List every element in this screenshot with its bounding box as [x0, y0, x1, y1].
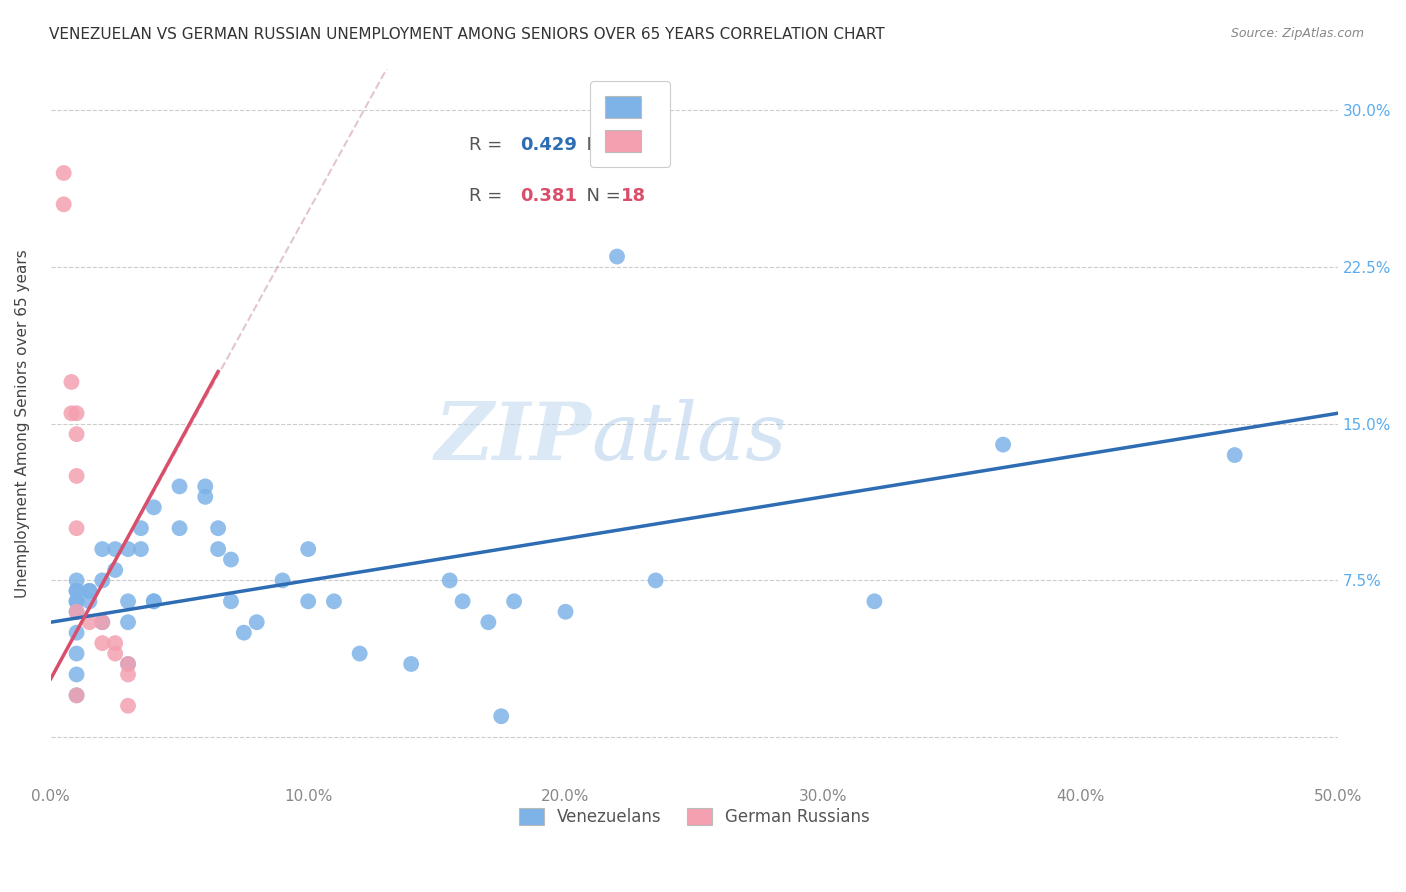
Point	[65, 689, 87, 703]
Text: N =: N =	[575, 187, 626, 205]
Point	[554, 605, 576, 619]
Point	[65, 667, 87, 681]
Point	[349, 647, 371, 661]
Point	[91, 636, 114, 650]
Point	[297, 594, 319, 608]
Point	[79, 615, 101, 630]
Point	[65, 574, 87, 588]
Text: R =: R =	[470, 187, 508, 205]
Point	[104, 542, 127, 557]
Point	[246, 615, 269, 630]
Point	[65, 625, 87, 640]
Point	[991, 437, 1014, 451]
Point	[142, 500, 165, 515]
Text: 0.429: 0.429	[520, 136, 578, 154]
Text: N =: N =	[575, 136, 626, 154]
Legend: Venezuelans, German Russians: Venezuelans, German Russians	[510, 800, 879, 835]
Point	[117, 657, 139, 671]
Point	[60, 406, 83, 420]
Text: atlas: atlas	[592, 400, 787, 476]
Point	[477, 615, 499, 630]
Point	[644, 574, 666, 588]
Point	[79, 583, 101, 598]
Point	[232, 625, 254, 640]
Point	[863, 594, 886, 608]
Point	[65, 605, 87, 619]
Point	[142, 594, 165, 608]
Y-axis label: Unemployment Among Seniors over 65 years: Unemployment Among Seniors over 65 years	[15, 250, 30, 599]
Point	[219, 594, 242, 608]
Point	[297, 542, 319, 557]
Point	[117, 594, 139, 608]
Point	[399, 657, 422, 671]
Point	[1223, 448, 1246, 462]
Text: Source: ZipAtlas.com: Source: ZipAtlas.com	[1230, 27, 1364, 40]
Point	[79, 594, 101, 608]
Text: VENEZUELAN VS GERMAN RUSSIAN UNEMPLOYMENT AMONG SENIORS OVER 65 YEARS CORRELATIO: VENEZUELAN VS GERMAN RUSSIAN UNEMPLOYMEN…	[49, 27, 884, 42]
Point	[169, 521, 191, 535]
Point	[489, 709, 512, 723]
Text: 54: 54	[621, 136, 645, 154]
Point	[439, 574, 461, 588]
Point	[219, 552, 242, 566]
Point	[169, 479, 191, 493]
Point	[60, 375, 83, 389]
Point	[207, 542, 229, 557]
Point	[65, 605, 87, 619]
Point	[129, 521, 152, 535]
Point	[117, 615, 139, 630]
Point	[451, 594, 474, 608]
Point	[65, 647, 87, 661]
Point	[323, 594, 346, 608]
Point	[65, 689, 87, 703]
Point	[91, 542, 114, 557]
Point	[52, 166, 75, 180]
Point	[503, 594, 526, 608]
Point	[117, 657, 139, 671]
Text: R =: R =	[470, 136, 508, 154]
Point	[117, 667, 139, 681]
Point	[104, 647, 127, 661]
Point	[65, 594, 87, 608]
Point	[65, 521, 87, 535]
Point	[104, 636, 127, 650]
Point	[91, 615, 114, 630]
Point	[271, 574, 294, 588]
Point	[65, 594, 87, 608]
Point	[194, 479, 217, 493]
Point	[52, 197, 75, 211]
Point	[79, 583, 101, 598]
Point	[91, 574, 114, 588]
Text: ZIP: ZIP	[434, 400, 592, 476]
Point	[142, 594, 165, 608]
Point	[606, 250, 628, 264]
Text: 18: 18	[621, 187, 645, 205]
Point	[65, 427, 87, 442]
Point	[117, 542, 139, 557]
Point	[117, 698, 139, 713]
Point	[65, 583, 87, 598]
Point	[129, 542, 152, 557]
Point	[207, 521, 229, 535]
Point	[65, 406, 87, 420]
Point	[194, 490, 217, 504]
Point	[65, 583, 87, 598]
Point	[104, 563, 127, 577]
Text: 0.381: 0.381	[520, 187, 578, 205]
Point	[91, 615, 114, 630]
Point	[65, 469, 87, 483]
